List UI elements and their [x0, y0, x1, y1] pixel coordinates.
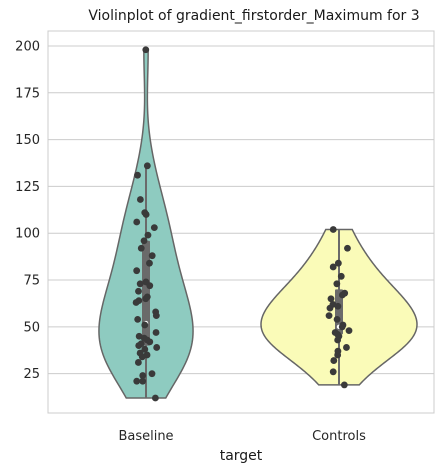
data-point	[142, 46, 150, 54]
data-point	[135, 342, 143, 349]
data-point	[327, 295, 335, 303]
data-point	[146, 259, 153, 267]
data-point	[330, 357, 338, 364]
y-tick-labels: 25 50 75 100 125 150 175 200	[15, 39, 40, 382]
y-tick-label: 175	[15, 86, 40, 101]
data-point	[337, 272, 345, 280]
data-point	[132, 299, 140, 306]
data-point	[137, 244, 145, 252]
data-point	[344, 244, 351, 252]
data-point	[141, 345, 149, 353]
y-tick-label: 100	[15, 227, 40, 242]
data-points	[132, 46, 353, 402]
data-point	[329, 368, 337, 376]
y-tick-label: 50	[23, 320, 40, 335]
data-point	[329, 263, 337, 271]
data-point	[146, 282, 154, 290]
plot-frame	[47, 30, 435, 414]
data-point	[153, 344, 161, 351]
x-tick-label: Controls	[312, 429, 366, 444]
y-tick-label: 200	[15, 39, 40, 54]
data-point	[146, 338, 154, 346]
data-point	[136, 196, 144, 203]
data-point	[142, 211, 150, 218]
data-point	[326, 304, 334, 312]
data-point	[135, 287, 142, 295]
data-point	[343, 344, 350, 351]
data-point	[138, 353, 146, 361]
data-point	[148, 370, 156, 378]
data-point	[340, 381, 348, 389]
data-point	[133, 267, 141, 275]
data-point	[325, 312, 333, 320]
data-point	[143, 162, 151, 170]
data-point	[133, 377, 141, 385]
x-axis-title: target	[220, 448, 263, 464]
data-point	[152, 329, 160, 336]
data-point	[334, 351, 342, 359]
chart-title: Violinplot of gradient_firstorder_Maximu…	[88, 8, 419, 24]
data-point	[134, 171, 141, 179]
data-point	[139, 377, 147, 385]
y-tick-label: 150	[15, 133, 40, 148]
data-point	[140, 237, 148, 245]
data-point	[136, 280, 144, 288]
data-point	[338, 323, 346, 331]
data-point	[139, 372, 147, 379]
y-tick-label: 75	[23, 274, 40, 289]
data-point	[329, 226, 337, 233]
data-point	[151, 394, 159, 402]
data-point	[345, 327, 353, 335]
y-tick-label: 125	[15, 180, 40, 195]
data-point	[334, 336, 342, 344]
data-point	[148, 252, 156, 260]
data-point	[141, 321, 149, 329]
iqr-box	[142, 240, 150, 346]
data-point	[334, 302, 342, 310]
x-tick-labels: Baseline Controls	[118, 429, 366, 444]
data-point	[333, 315, 341, 323]
data-point	[334, 259, 342, 267]
data-point	[133, 218, 141, 226]
data-point	[144, 231, 152, 239]
data-point	[134, 359, 142, 366]
data-point	[152, 312, 160, 320]
x-tick-label: Baseline	[118, 429, 173, 444]
data-point	[333, 280, 341, 288]
y-tick-label: 25	[23, 367, 40, 382]
data-point	[134, 315, 142, 323]
data-point	[338, 291, 346, 299]
data-point	[150, 224, 158, 232]
data-point	[142, 295, 150, 303]
